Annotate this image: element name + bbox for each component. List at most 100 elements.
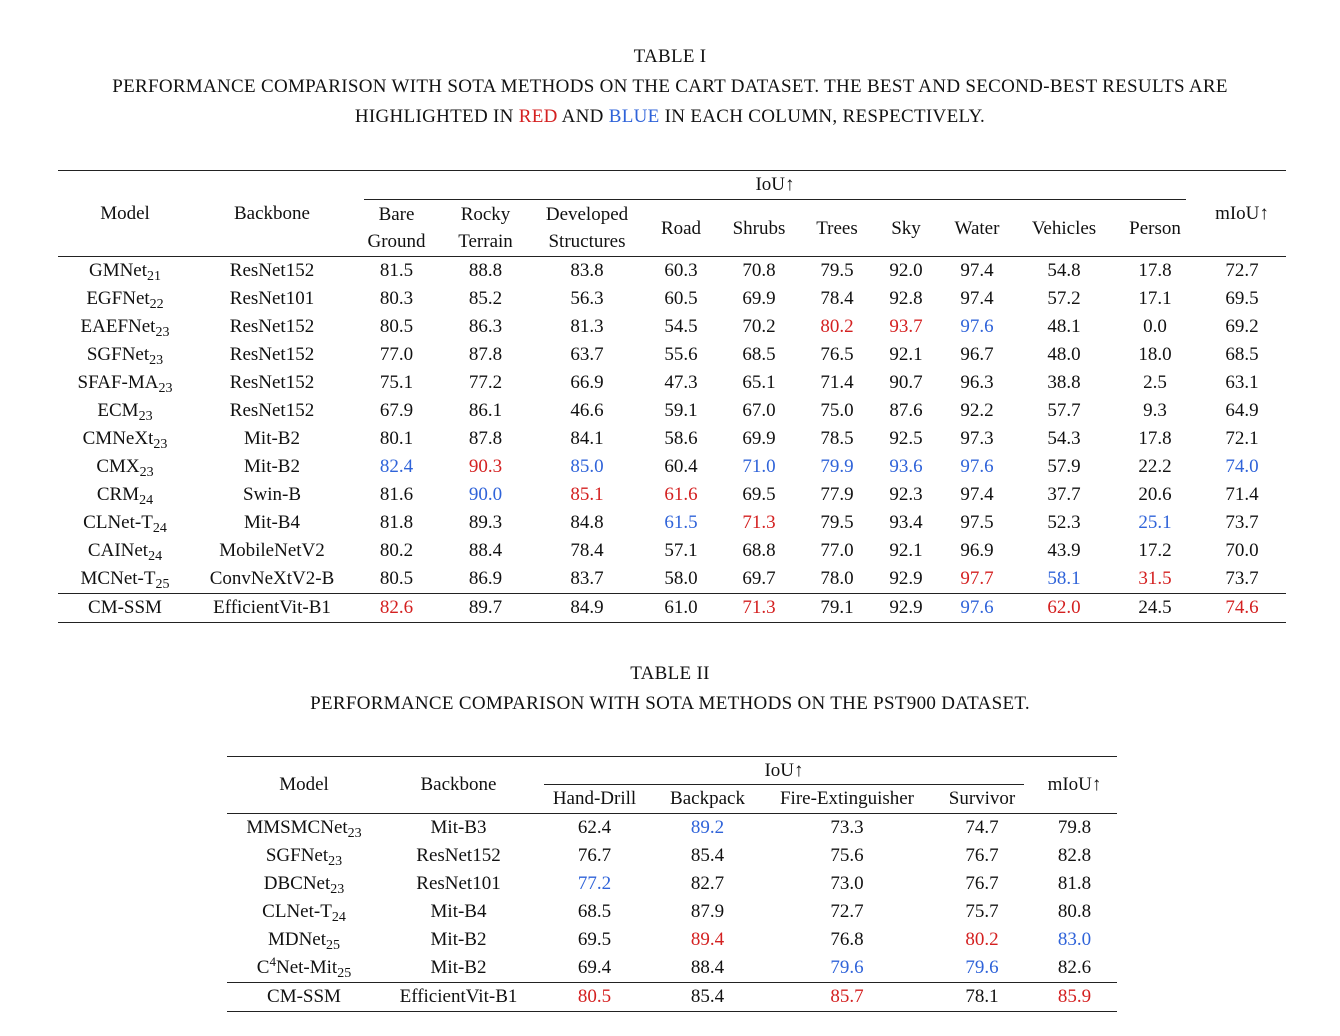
value-cell: 92.8 [889,288,923,309]
table-row-ours: CM-SSM EfficientVit-B1 80.5 85.4 85.7 78.1 85.… [227,982,1117,1012]
model-year: 25 [326,938,341,953]
table-row: SGFNet23 ResNet152 77.0 87.8 63.7 55.6 68.5 76.… [58,341,1286,369]
column-header-line: Trees [816,217,858,239]
model-name: CMNeXt23 [58,425,192,453]
value-cell: 64.9 [1225,400,1259,421]
value-cell: 9.3 [1143,400,1167,421]
value-cell: 75.6 [830,845,864,866]
value-cell: 85.4 [653,982,762,1012]
value-cell: 69.9 [742,288,776,309]
value-cell: 2.5 [1143,372,1167,393]
value-cell: 92.1 [889,344,923,365]
value-cell: 46.6 [570,400,604,421]
model-prefix: C [256,957,270,978]
backbone: Mit-B2 [244,456,300,477]
value-cell: 88.4 [468,540,503,561]
value-cell: 38.8 [1047,372,1081,393]
value-cell: 77.9 [820,484,854,505]
model-base: DBCNet [263,873,331,894]
backbone: Mit-B3 [430,817,487,838]
value-cell: 86.3 [468,316,503,337]
value-cell: 74.6 [1198,593,1286,623]
value-cell: 89.3 [468,512,503,533]
value-cell: 89.4 [690,929,725,950]
table-row: CMX23 Mit-B2 82.4 90.3 85.0 60.4 71.0 79.9 93.6 9… [58,453,1286,481]
model-base: EAEFNet [80,316,156,337]
backbone: Mit-B2 [430,957,487,978]
backbone: ResNet101 [229,288,315,309]
value-cell: 76.8 [830,929,864,950]
value-cell: 79.5 [820,260,854,281]
value-cell: 90.7 [889,372,923,393]
value-cell: 81.8 [1057,873,1092,894]
model-year: 23 [328,854,343,869]
value-cell: 92.1 [889,540,923,561]
table1-label: TABLE I [633,46,707,67]
value-cell: 93.4 [889,512,923,533]
value-cell: 85.2 [468,288,503,309]
model-year: 23 [139,465,154,480]
value-cell: 78.1 [932,982,1032,1012]
value-cell: 82.7 [690,873,725,894]
value-cell: 97.6 [960,316,994,337]
value-cell: 82.4 [379,456,414,477]
value-cell: 84.8 [570,512,604,533]
model-name: DBCNet23 [227,870,381,898]
value-cell: 61.6 [664,484,698,505]
value-cell: 71.4 [820,372,854,393]
model-name: CM-SSM [58,593,192,623]
column-header: Survivor [932,785,1032,814]
value-cell: 62.4 [577,817,612,838]
header-backbone: Backbone [381,756,536,814]
value-cell: 80.8 [1057,901,1092,922]
backbone: MobileNetV2 [219,540,325,561]
value-cell: 87.8 [468,428,503,449]
value-cell: 76.7 [965,845,999,866]
value-cell: 97.6 [960,456,994,477]
value-cell: 61.0 [644,593,718,623]
model-name: GMNet21 [58,257,192,286]
model-base: MCNet-T [80,568,156,589]
value-cell: 0.0 [1143,316,1167,337]
value-cell: 59.1 [664,400,698,421]
value-cell: 17.1 [1138,288,1172,309]
value-cell: 96.9 [960,540,994,561]
value-cell: 71.3 [718,593,800,623]
value-cell: 84.1 [570,428,604,449]
value-cell: 79.8 [1057,817,1092,838]
model-base: EGFNet [86,288,150,309]
value-cell: 69.5 [742,484,776,505]
value-cell: 85.0 [570,456,604,477]
value-cell: 57.1 [664,540,698,561]
model-year: 25 [337,966,352,981]
table-row: CRM24 Swin-B 81.6 90.0 85.1 61.6 69.5 77.9 92.3 9… [58,481,1286,509]
table-row: CMNeXt23 Mit-B2 80.1 87.8 84.1 58.6 69.9 78.5 92… [58,425,1286,453]
value-cell: 57.7 [1047,400,1081,421]
backbone: ResNet152 [229,372,315,393]
model-year: 24 [139,493,154,508]
value-cell: 20.6 [1138,484,1172,505]
backbone: EfficientVit-B1 [381,982,536,1012]
value-cell: 80.5 [379,568,414,589]
value-cell: 97.4 [960,484,994,505]
header-iou: IoU↑ [536,756,1032,785]
header-miou: mIoU↑ [1198,170,1286,257]
model-name: MCNet-T25 [58,565,192,594]
model-base: CLNet-T [83,512,153,533]
table-row: C4Net-Mit25 Mit-B2 69.4 88.4 79.6 79.6 82.6 [227,954,1117,983]
value-cell: 78.0 [820,568,854,589]
value-cell: 52.3 [1047,512,1081,533]
column-header: Bare Ground [352,200,441,257]
model-name: CAINet24 [58,537,192,565]
header-iou-label: IoU↑ [544,757,1024,785]
value-cell: 67.9 [379,400,414,421]
value-cell: 71.3 [742,512,776,533]
header-miou: mIoU↑ [1032,756,1117,814]
value-cell: 87.6 [889,400,923,421]
value-cell: 92.0 [889,260,923,281]
pst900-results-table: Model Backbone IoU↑ mIoU↑ Hand-Drill Back… [227,756,1117,1012]
value-cell: 24.5 [1112,593,1198,623]
header-backbone: Backbone [192,170,352,257]
value-cell: 72.1 [1225,428,1259,449]
value-cell: 97.4 [960,288,994,309]
